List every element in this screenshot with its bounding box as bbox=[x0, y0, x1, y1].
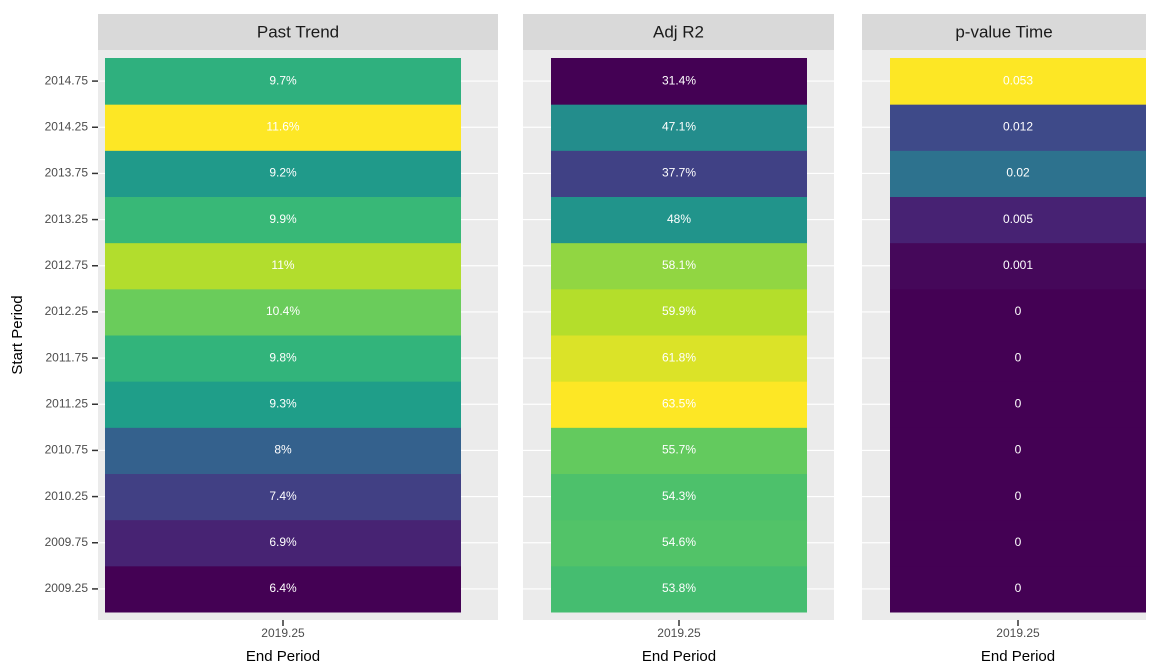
value-label: 59.9% bbox=[662, 304, 696, 318]
value-label: 0 bbox=[1015, 304, 1022, 318]
tile bbox=[105, 196, 461, 244]
value-label: 31.4% bbox=[662, 73, 696, 87]
tile bbox=[105, 519, 461, 567]
x-tick-label: 2019.25 bbox=[996, 626, 1040, 640]
tile bbox=[890, 519, 1146, 567]
value-label: 61.8% bbox=[662, 350, 696, 364]
value-label: 7.4% bbox=[269, 489, 297, 503]
y-tick-label: 2010.75 bbox=[45, 443, 89, 457]
facet-title: p-value Time bbox=[955, 22, 1052, 41]
tile bbox=[890, 427, 1146, 474]
tile bbox=[105, 58, 461, 105]
tile bbox=[105, 104, 461, 151]
value-label: 0 bbox=[1015, 396, 1022, 410]
value-label: 6.4% bbox=[269, 581, 297, 595]
y-tick-label: 2012.25 bbox=[45, 304, 89, 318]
value-label: 0.053 bbox=[1003, 73, 1033, 87]
tile bbox=[105, 150, 461, 197]
y-tick-label: 2013.25 bbox=[45, 212, 89, 226]
y-tick-label: 2014.75 bbox=[45, 73, 89, 87]
value-label: 53.8% bbox=[662, 581, 696, 595]
tile bbox=[551, 473, 807, 521]
y-tick-label: 2010.25 bbox=[45, 489, 89, 503]
tile bbox=[890, 104, 1146, 151]
value-label: 9.8% bbox=[269, 350, 297, 364]
y-axis-label: Start Period bbox=[9, 295, 26, 374]
value-label: 63.5% bbox=[662, 396, 696, 410]
tile bbox=[890, 381, 1146, 428]
tile bbox=[551, 427, 807, 474]
tile bbox=[551, 519, 807, 567]
x-tick-label: 2019.25 bbox=[657, 626, 701, 640]
tile bbox=[105, 473, 461, 521]
tile bbox=[105, 288, 461, 336]
tile bbox=[890, 58, 1146, 105]
tile bbox=[551, 335, 807, 382]
tile bbox=[890, 150, 1146, 197]
y-tick-label: 2013.75 bbox=[45, 166, 89, 180]
y-tick-label: 2011.75 bbox=[46, 350, 89, 364]
value-label: 0.005 bbox=[1003, 212, 1033, 226]
value-label: 47.1% bbox=[662, 119, 696, 133]
value-label: 0.02 bbox=[1006, 166, 1030, 180]
value-label: 0 bbox=[1015, 489, 1022, 503]
tile bbox=[890, 196, 1146, 244]
value-label: 0 bbox=[1015, 350, 1022, 364]
tile bbox=[105, 381, 461, 428]
y-tick-label: 2009.75 bbox=[45, 535, 89, 549]
tile bbox=[551, 150, 807, 197]
value-label: 10.4% bbox=[266, 304, 300, 318]
strip bbox=[523, 14, 834, 50]
tile bbox=[551, 58, 807, 105]
tile bbox=[551, 196, 807, 244]
tile bbox=[105, 335, 461, 382]
value-label: 11% bbox=[271, 258, 294, 272]
value-label: 11.6% bbox=[266, 119, 299, 133]
value-label: 58.1% bbox=[662, 258, 696, 272]
tile bbox=[105, 242, 461, 290]
tile bbox=[105, 427, 461, 474]
value-label: 9.7% bbox=[269, 73, 297, 87]
value-label: 37.7% bbox=[662, 166, 696, 180]
value-label: 6.9% bbox=[269, 535, 297, 549]
tile bbox=[890, 242, 1146, 290]
tile bbox=[551, 104, 807, 151]
value-label: 9.2% bbox=[269, 166, 297, 180]
strip bbox=[862, 14, 1146, 50]
tile bbox=[551, 381, 807, 428]
y-tick-label: 2014.25 bbox=[45, 119, 89, 133]
tile bbox=[105, 565, 461, 613]
tile bbox=[551, 565, 807, 613]
strip bbox=[98, 14, 498, 50]
value-label: 8% bbox=[274, 443, 292, 457]
x-axis-label: End Period bbox=[981, 648, 1055, 665]
x-tick-label: 2019.25 bbox=[261, 626, 305, 640]
y-tick-label: 2011.25 bbox=[46, 396, 89, 410]
value-label: 54.3% bbox=[662, 489, 696, 503]
y-tick-label: 2012.75 bbox=[45, 258, 89, 272]
value-label: 0 bbox=[1015, 443, 1022, 457]
tile bbox=[890, 473, 1146, 521]
tile bbox=[890, 335, 1146, 382]
value-label: 9.3% bbox=[269, 396, 297, 410]
facet-title: Adj R2 bbox=[653, 22, 704, 41]
tile bbox=[551, 288, 807, 336]
tile bbox=[890, 565, 1146, 613]
tile bbox=[551, 242, 807, 290]
x-axis-label: End Period bbox=[642, 648, 716, 665]
facet-title: Past Trend bbox=[257, 22, 339, 41]
value-label: 9.9% bbox=[269, 212, 297, 226]
value-label: 0.012 bbox=[1003, 119, 1033, 133]
value-label: 0 bbox=[1015, 535, 1022, 549]
value-label: 54.6% bbox=[662, 535, 696, 549]
value-label: 55.7% bbox=[662, 443, 696, 457]
value-label: 48% bbox=[667, 212, 691, 226]
x-axis-label: End Period bbox=[246, 648, 320, 665]
tile bbox=[890, 288, 1146, 336]
value-label: 0.001 bbox=[1003, 258, 1033, 272]
y-tick-label: 2009.25 bbox=[45, 581, 89, 595]
value-label: 0 bbox=[1015, 581, 1022, 595]
